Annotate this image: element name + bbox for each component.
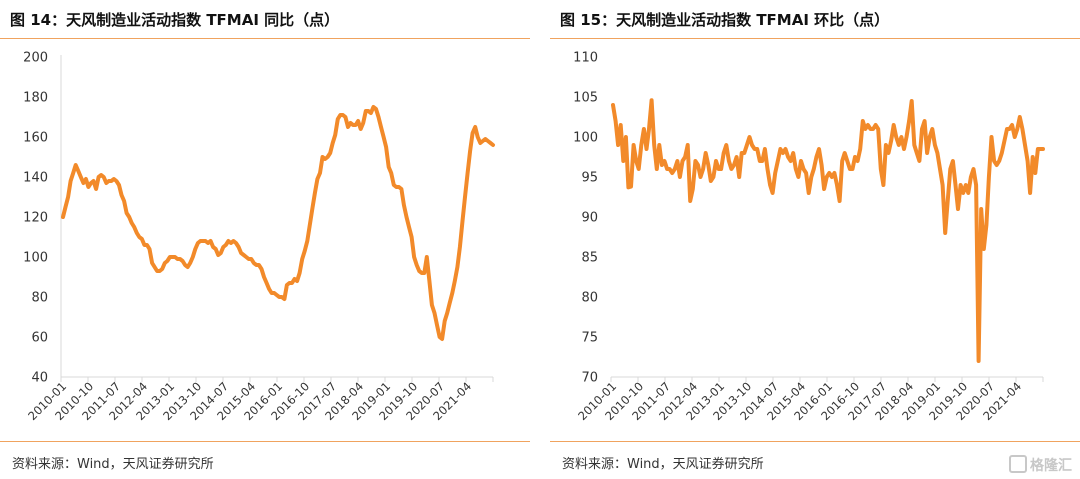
- y-tick-label: 200: [23, 51, 48, 66]
- source-note: 资料来源：Wind，天风证券研究所: [12, 457, 214, 472]
- series-line: [611, 98, 1045, 363]
- y-tick-label: 40: [31, 371, 48, 386]
- source-note: 资料来源：Wind，天风证券研究所: [562, 457, 764, 472]
- series-line: [61, 105, 495, 341]
- logo-icon: [1009, 455, 1027, 473]
- y-tick-label: 180: [23, 91, 48, 106]
- line-chart-mom: 7075808590951001051102010-012010-102011-…: [573, 51, 1045, 423]
- source-divider: [0, 441, 530, 442]
- y-tick-label: 120: [23, 211, 48, 226]
- y-tick-label: 80: [31, 291, 48, 306]
- chart-panel-yoy: 图 14：天风制造业活动指数 TFMAI 同比（点） 40 60 80 100 120 1…: [0, 0, 530, 479]
- y-tick-label: 70: [581, 371, 598, 386]
- y-tick-label: 95: [581, 171, 598, 186]
- title-divider: [550, 38, 1080, 39]
- y-tick-label: 105: [573, 91, 598, 106]
- title-divider: [0, 38, 530, 39]
- y-tick-label: 160: [23, 131, 48, 146]
- chart-panel-mom: 图 15：天风制造业活动指数 TFMAI 环比（点） 70 75 80 85 90 95 1…: [550, 0, 1080, 479]
- y-tick-label: 60: [31, 331, 48, 346]
- line-chart-yoy: 4060801001201401601802002010-012010-1020…: [23, 51, 495, 423]
- source-divider: [550, 441, 1080, 442]
- y-tick-label: 85: [581, 251, 598, 266]
- chart-title: 图 14：天风制造业活动指数 TFMAI 同比（点）: [10, 11, 340, 29]
- watermark-text: 格隆汇: [1030, 458, 1072, 474]
- y-tick-label: 75: [581, 331, 598, 346]
- y-tick-label: 110: [573, 51, 598, 66]
- y-tick-label: 100: [573, 131, 598, 146]
- y-tick-label: 80: [581, 291, 598, 306]
- y-tick-label: 100: [23, 251, 48, 266]
- chart-title: 图 15：天风制造业活动指数 TFMAI 环比（点）: [560, 11, 890, 29]
- y-tick-label: 90: [581, 211, 598, 226]
- watermark-logo: 格隆汇: [1009, 455, 1072, 475]
- y-tick-label: 140: [23, 171, 48, 186]
